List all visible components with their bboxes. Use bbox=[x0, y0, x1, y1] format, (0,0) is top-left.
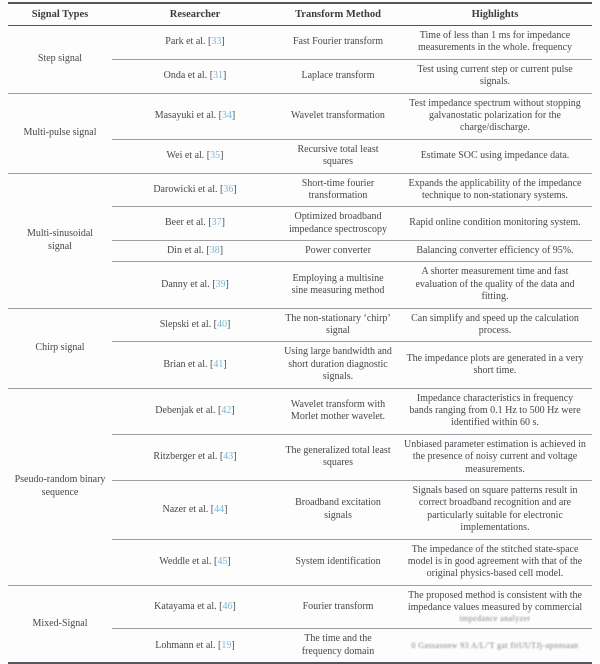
header-row: Signal Types Researcher Transform Method… bbox=[8, 2, 592, 26]
table-row: Multi-sinusoidal signal Darowicki et al. … bbox=[8, 172, 592, 309]
signal-type-cell: Multi-sinusoidal signal bbox=[8, 172, 112, 309]
citation-link[interactable]: 31 bbox=[213, 69, 224, 81]
transform-method-cell: The time and the frequency domain bbox=[278, 628, 398, 664]
researcher-cell: Nazer et al. [44] bbox=[112, 479, 278, 539]
table-row: Multi-pulse signal Masayuki et al. [34] Wa… bbox=[8, 92, 592, 174]
table-row: Onda et al. [31] Laplace transform Test us… bbox=[8, 58, 592, 94]
highlight-cell: Can simplify and speed up the calculatio… bbox=[398, 307, 592, 342]
researcher-cell: Masayuki et al. [34] bbox=[112, 92, 278, 140]
citation-link[interactable]: 37 bbox=[211, 217, 222, 229]
researcher-cell: Brian et al. [41] bbox=[112, 341, 278, 389]
researcher-cell: Din et al. [38] bbox=[112, 240, 278, 262]
signal-type-cell: Step signal bbox=[37, 53, 83, 65]
researcher-cell: Park et al. [33] bbox=[165, 36, 225, 48]
table-row: Beer et al. [37] Optimized broadband impe… bbox=[8, 206, 592, 241]
table-row: Weddle et al. [45] System identification T… bbox=[8, 538, 592, 586]
highlight-cell: Time of less than 1 ms for impedance mea… bbox=[417, 30, 573, 54]
transform-method-cell: System identification bbox=[278, 538, 398, 586]
blurred-text: 0 Gassasonw 93 A/L/'T gat fitUUTJj-apnns… bbox=[411, 640, 579, 650]
table-row: Step signal Park et al. [33] Fast Fourier … bbox=[8, 26, 592, 64]
signal-type-cell: Mixed-Signal bbox=[8, 584, 112, 664]
transform-method-cell: Fourier transform bbox=[278, 584, 398, 629]
citation-link[interactable]: 36 bbox=[223, 183, 234, 195]
table-row: Wei et al. [35] Recursive total least squ… bbox=[8, 138, 592, 174]
table-row: Pseudo-random binary sequence Debenjak et… bbox=[8, 387, 592, 586]
citation-link[interactable]: 43 bbox=[223, 451, 234, 463]
highlight-cell: The impedance of the stitched state-spac… bbox=[398, 538, 592, 586]
blurred-text: impedance analyzer bbox=[459, 614, 531, 624]
transform-method-cell: Power converter bbox=[278, 240, 398, 262]
researcher-cell: Beer et al. [37] bbox=[112, 206, 278, 241]
highlight-cell: The proposed method is consistent with t… bbox=[398, 584, 592, 629]
highlight-cell: Test impedance spectrum without stopping… bbox=[398, 92, 592, 140]
citation-link[interactable]: 42 bbox=[221, 404, 232, 416]
citation-link[interactable]: 46 bbox=[222, 600, 233, 612]
column-header-signal-types: Signal Types bbox=[8, 2, 112, 26]
signal-types-table: Signal Types Researcher Transform Method… bbox=[8, 2, 592, 664]
transform-method-cell: Fast Fourier transform bbox=[293, 36, 383, 48]
transform-method-cell: Wavelet transform with Morlet mother wav… bbox=[278, 387, 398, 435]
column-header-highlights: Highlights bbox=[398, 2, 592, 26]
signal-type-cell: Pseudo-random binary sequence bbox=[8, 387, 112, 586]
researcher-cell: Danny et al. [39] bbox=[112, 261, 278, 309]
table-row: Ritzberger et al. [43] The generalized to… bbox=[8, 433, 592, 481]
researcher-cell: Darowicki et al. [36] bbox=[112, 172, 278, 207]
citation-link[interactable]: 33 bbox=[211, 36, 222, 48]
highlight-cell: A shorter measurement time and fast eval… bbox=[398, 261, 592, 309]
highlight-cell: Unbiased parameter estimation is achieve… bbox=[398, 433, 592, 481]
highlight-cell: Expands the applicability of the impedan… bbox=[398, 172, 592, 207]
citation-link[interactable]: 40 bbox=[216, 318, 227, 330]
table-body: Step signal Park et al. [33] Fast Fourier … bbox=[8, 26, 592, 664]
citation-link[interactable]: 44 bbox=[214, 503, 225, 515]
table-row: Din et al. [38] Power converter Balancing … bbox=[8, 240, 592, 262]
table-row: Danny et al. [39] Employing a multisine s… bbox=[8, 261, 592, 309]
researcher-cell: Weddle et al. [45] bbox=[112, 538, 278, 586]
highlight-cell: Signals based on square patterns result … bbox=[398, 479, 592, 539]
citation-link[interactable]: 34 bbox=[221, 109, 232, 121]
citation-link[interactable]: 39 bbox=[215, 278, 226, 290]
transform-method-cell: The generalized total least squares bbox=[278, 433, 398, 481]
transform-method-cell: The non-stationary ‘chirp’ signal bbox=[278, 307, 398, 342]
researcher-cell: Slepski et al. [40] bbox=[112, 307, 278, 342]
highlight-cell: Test using current step or current pulse… bbox=[398, 58, 592, 94]
researcher-cell: Wei et al. [35] bbox=[112, 138, 278, 174]
researcher-cell: Onda et al. [31] bbox=[112, 58, 278, 94]
citation-link[interactable]: 41 bbox=[213, 358, 224, 370]
table-row: Nazer et al. [44] Broadband excitation si… bbox=[8, 479, 592, 539]
transform-method-cell: Optimized broadband impedance spectrosco… bbox=[278, 206, 398, 241]
transform-method-cell: Broadband excitation signals bbox=[278, 479, 398, 539]
researcher-cell: Lohmann et al. [19] bbox=[112, 628, 278, 664]
researcher-cell: Katayama et al. [46] bbox=[112, 584, 278, 629]
citation-link[interactable]: 35 bbox=[210, 149, 221, 161]
table-row: Brian et al. [41] Using large bandwidth a… bbox=[8, 341, 592, 389]
highlight-cell: Balancing converter efficiency of 95%. bbox=[398, 240, 592, 262]
researcher-cell: Ritzberger et al. [43] bbox=[112, 433, 278, 481]
citation-link[interactable]: 19 bbox=[221, 639, 232, 651]
citation-link[interactable]: 38 bbox=[209, 245, 220, 257]
highlight-cell: Rapid online condition monitoring system… bbox=[398, 206, 592, 241]
table-row: Mixed-Signal Katayama et al. [46] Fourier … bbox=[8, 584, 592, 664]
highlight-cell: The impedance plots are generated in a v… bbox=[398, 341, 592, 389]
highlight-cell: Impedance characteristics in frequency b… bbox=[398, 387, 592, 435]
researcher-cell: Debenjak et al. [42] bbox=[112, 387, 278, 435]
signal-type-cell: Multi-pulse signal bbox=[8, 92, 112, 174]
transform-method-cell: Short-time fourier transformation bbox=[278, 172, 398, 207]
transform-method-cell: Employing a multisine sine measuring met… bbox=[278, 261, 398, 309]
transform-method-cell: Recursive total least squares bbox=[278, 138, 398, 174]
column-header-transform-method: Transform Method bbox=[278, 2, 398, 26]
transform-method-cell: Using large bandwidth and short duration… bbox=[278, 341, 398, 389]
highlight-cell: Estimate SOC using impedance data. bbox=[398, 138, 592, 174]
signal-type-cell: Chirp signal bbox=[8, 307, 112, 389]
table-row: Chirp signal Slepski et al. [40] The non-s… bbox=[8, 307, 592, 389]
column-header-researcher: Researcher bbox=[112, 2, 278, 26]
citation-link[interactable]: 45 bbox=[217, 555, 228, 567]
transform-method-cell: Laplace transform bbox=[278, 58, 398, 94]
highlight-cell: 0 Gassasonw 93 A/L/'T gat fitUUTJj-apnns… bbox=[398, 628, 592, 664]
transform-method-cell: Wavelet transformation bbox=[278, 92, 398, 140]
